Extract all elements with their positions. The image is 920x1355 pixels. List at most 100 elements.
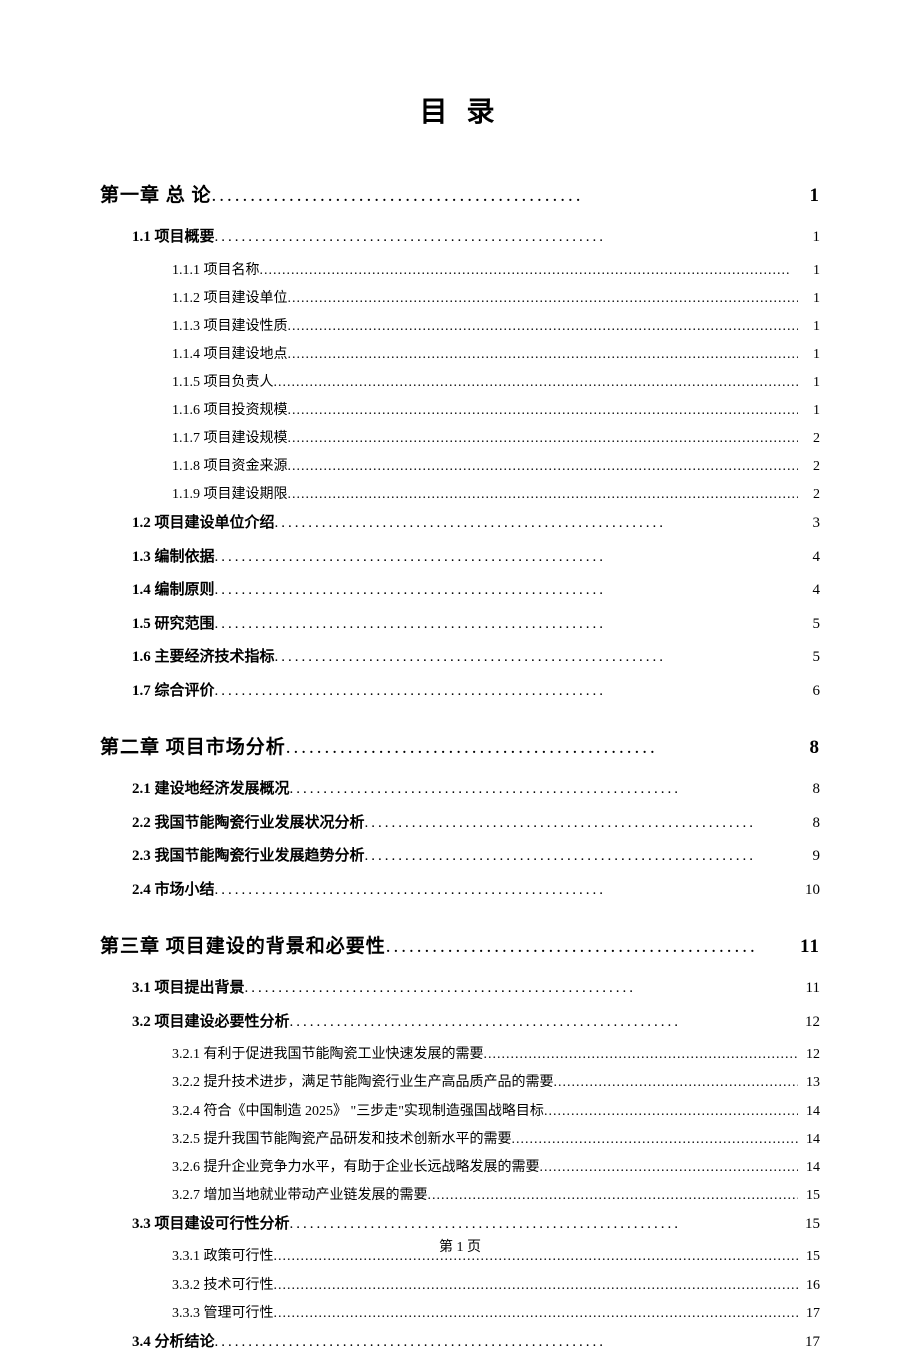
- toc-entry-page: 10: [798, 878, 820, 904]
- toc-entry: 1.1.8 项目资金来源............................…: [172, 455, 820, 478]
- toc-entry: 3.2.7 增加当地就业带动产业链发展的需要..................…: [172, 1184, 820, 1207]
- toc-entry: 2.1 建设地经济发展概况...........................…: [132, 777, 820, 803]
- toc-leader-dots: ........................................…: [215, 878, 798, 904]
- toc-entry: 3.3.2 技术可行性.............................…: [172, 1274, 820, 1297]
- toc-entry-page: 15: [798, 1184, 820, 1207]
- toc-entry-page: 9: [798, 844, 820, 870]
- toc-entry-page: 13: [798, 1071, 820, 1094]
- toc-entry-page: 6: [798, 679, 820, 705]
- toc-entry-page: 14: [798, 1156, 820, 1179]
- toc-entry-page: 2: [798, 483, 820, 506]
- toc-entry-text: 1.1.1 项目名称: [172, 259, 260, 282]
- toc-entry-text: 2.2 我国节能陶瓷行业发展状况分析: [132, 811, 365, 837]
- toc-leader-dots: ........................................…: [215, 578, 798, 604]
- page-title: 目 录: [100, 90, 820, 130]
- toc-entry: 第三章 项目建设的背景和必要性.........................…: [100, 931, 820, 958]
- toc-entry-page: 5: [798, 612, 820, 638]
- toc-entry: 1.1.5 项目负责人.............................…: [172, 371, 820, 394]
- toc-leader-dots: ........................................…: [544, 1100, 798, 1123]
- toc-entry-text: 2.1 建设地经济发展概况: [132, 777, 290, 803]
- toc-entry-page: 8: [798, 777, 820, 803]
- toc-entry: 3.2.6 提升企业竞争力水平，有助于企业长远战略发展的需要..........…: [172, 1156, 820, 1179]
- toc-entry: 1.4 编制原则................................…: [132, 578, 820, 604]
- toc-entry-page: 3: [798, 511, 820, 537]
- toc-entry: 第一章 总 论.................................…: [100, 180, 820, 207]
- toc-entry-text: 1.1.7 项目建设规模: [172, 427, 288, 450]
- toc-leader-dots: ........................................…: [540, 1156, 799, 1179]
- toc-entry-page: 2: [798, 427, 820, 450]
- toc-entry: 1.1.7 项目建设规模............................…: [172, 427, 820, 450]
- toc-leader-dots: ........................................…: [288, 483, 799, 506]
- toc-entry-page: 15: [798, 1212, 820, 1238]
- toc-entry-page: 8: [798, 811, 820, 837]
- toc-entry-page: 14: [798, 1128, 820, 1151]
- table-of-contents: 第一章 总 论.................................…: [100, 180, 820, 1355]
- toc-entry-text: 1.1.4 项目建设地点: [172, 343, 288, 366]
- toc-entry-text: 3.1 项目提出背景: [132, 976, 245, 1002]
- toc-leader-dots: ........................................…: [245, 976, 798, 1002]
- toc-leader-dots: ........................................…: [512, 1128, 799, 1151]
- toc-entry-page: 5: [798, 645, 820, 671]
- toc-leader-dots: ........................................…: [274, 1274, 799, 1297]
- toc-leader-dots: ........................................…: [288, 399, 799, 422]
- toc-entry: 1.1.4 项目建设地点............................…: [172, 343, 820, 366]
- toc-entry-text: 1.1 项目概要: [132, 225, 215, 251]
- toc-entry: 2.3 我国节能陶瓷行业发展趋势分析......................…: [132, 844, 820, 870]
- toc-entry-text: 2.4 市场小结: [132, 878, 215, 904]
- toc-entry-text: 1.1.8 项目资金来源: [172, 455, 288, 478]
- toc-entry-text: 1.1.5 项目负责人: [172, 371, 274, 394]
- toc-entry-page: 1: [798, 315, 820, 338]
- toc-entry-text: 3.4 分析结论: [132, 1330, 215, 1355]
- toc-entry: 1.1.3 项目建设性质............................…: [172, 315, 820, 338]
- toc-entry-page: 11: [800, 936, 820, 958]
- toc-leader-dots: ........................................…: [275, 645, 798, 671]
- toc-leader-dots: ........................................…: [286, 737, 802, 759]
- toc-entry: 1.3 编制依据................................…: [132, 545, 820, 571]
- toc-entry: 3.2.2 提升技术进步，满足节能陶瓷行业生产高品质产品的需要.........…: [172, 1071, 820, 1094]
- toc-entry-page: 12: [798, 1010, 820, 1036]
- toc-entry-text: 3.2.4 符合《中国制造 2025》 "三步走"实现制造强国战略目标: [172, 1100, 544, 1123]
- toc-entry: 1.1.9 项目建设期限............................…: [172, 483, 820, 506]
- toc-leader-dots: ........................................…: [212, 185, 802, 207]
- toc-entry-page: 16: [798, 1274, 820, 1297]
- toc-entry: 1.1.1 项目名称..............................…: [172, 259, 820, 282]
- toc-leader-dots: ........................................…: [288, 343, 799, 366]
- toc-leader-dots: ........................................…: [274, 371, 799, 394]
- toc-entry-page: 1: [798, 399, 820, 422]
- toc-leader-dots: ........................................…: [365, 811, 798, 837]
- toc-entry-text: 第一章 总 论: [100, 180, 212, 207]
- toc-leader-dots: ........................................…: [288, 427, 799, 450]
- toc-entry-page: 4: [798, 545, 820, 571]
- toc-entry-page: 11: [798, 976, 820, 1002]
- toc-leader-dots: ........................................…: [386, 936, 800, 958]
- toc-entry-text: 3.2.2 提升技术进步，满足节能陶瓷行业生产高品质产品的需要: [172, 1071, 554, 1094]
- toc-entry-page: 1: [798, 343, 820, 366]
- toc-leader-dots: ........................................…: [215, 679, 798, 705]
- toc-leader-dots: ........................................…: [274, 1302, 799, 1325]
- toc-leader-dots: ........................................…: [275, 511, 798, 537]
- toc-entry: 3.2.1 有利于促进我国节能陶瓷工业快速发展的需要..............…: [172, 1043, 820, 1066]
- toc-leader-dots: ........................................…: [290, 1010, 798, 1036]
- toc-entry: 1.1 项目概要................................…: [132, 225, 820, 251]
- toc-entry-page: 1: [798, 259, 820, 282]
- toc-entry-page: 17: [798, 1330, 820, 1355]
- toc-leader-dots: ........................................…: [290, 777, 798, 803]
- toc-entry-text: 3.2.1 有利于促进我国节能陶瓷工业快速发展的需要: [172, 1043, 484, 1066]
- toc-entry: 1.7 综合评价................................…: [132, 679, 820, 705]
- toc-entry-page: 4: [798, 578, 820, 604]
- toc-entry: 1.1.2 项目建设单位............................…: [172, 287, 820, 310]
- toc-entry-text: 2.3 我国节能陶瓷行业发展趋势分析: [132, 844, 365, 870]
- toc-entry-page: 14: [798, 1100, 820, 1123]
- toc-entry-page: 2: [798, 455, 820, 478]
- toc-leader-dots: ........................................…: [365, 844, 798, 870]
- toc-entry-text: 1.6 主要经济技术指标: [132, 645, 275, 671]
- toc-entry: 第二章 项目市场分析..............................…: [100, 732, 820, 759]
- toc-entry-page: 12: [798, 1043, 820, 1066]
- toc-leader-dots: ........................................…: [484, 1043, 799, 1066]
- toc-leader-dots: ........................................…: [215, 612, 798, 638]
- toc-entry: 3.3 项目建设可行性分析...........................…: [132, 1212, 820, 1238]
- toc-entry-text: 3.2 项目建设必要性分析: [132, 1010, 290, 1036]
- toc-entry-text: 1.5 研究范围: [132, 612, 215, 638]
- toc-entry-text: 1.1.6 项目投资规模: [172, 399, 288, 422]
- toc-entry-text: 第三章 项目建设的背景和必要性: [100, 931, 386, 958]
